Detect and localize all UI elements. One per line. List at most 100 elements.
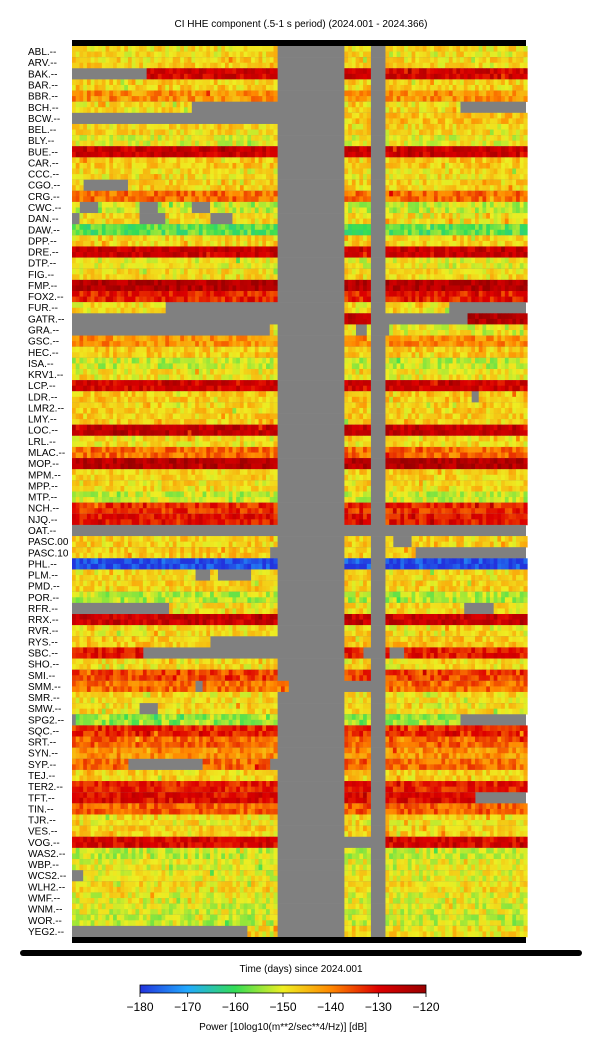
heatmap-cell — [415, 46, 420, 52]
heatmap-cell — [348, 123, 353, 130]
heatmap-cell — [150, 307, 155, 314]
heatmap-cell — [191, 96, 196, 102]
heatmap-cell — [262, 157, 267, 164]
heatmap-cell — [105, 123, 110, 130]
heatmap-cell — [512, 129, 517, 136]
heatmap-cell — [448, 235, 454, 242]
heatmap-cell — [504, 229, 509, 236]
heatmap-cell — [504, 51, 509, 58]
heatmap-cell — [489, 285, 495, 292]
heatmap-cell — [165, 90, 170, 97]
heatmap-cell — [224, 235, 230, 242]
heatmap-cell — [254, 257, 259, 264]
heatmap-cell — [523, 73, 528, 80]
heatmap-cell — [486, 263, 491, 270]
heatmap-cell — [467, 229, 472, 236]
heatmap-cell — [135, 252, 140, 258]
heatmap-cell — [389, 268, 394, 275]
heatmap-cell — [202, 346, 207, 353]
heatmap-cell — [83, 135, 88, 141]
heatmap-cell — [247, 168, 252, 175]
heatmap-cell — [150, 179, 155, 186]
heatmap-cell — [475, 313, 480, 320]
heatmap-cell — [433, 207, 439, 214]
heatmap-cell — [109, 224, 114, 231]
heatmap-cell — [433, 274, 439, 281]
heatmap-cell — [228, 162, 233, 169]
heatmap-cell — [109, 229, 114, 236]
heatmap-cell — [172, 168, 177, 175]
heatmap-cell — [146, 252, 151, 258]
heatmap-cell — [441, 302, 446, 309]
heatmap-cell — [258, 235, 263, 242]
heatmap-cell — [430, 257, 435, 264]
heatmap-cell — [139, 196, 144, 203]
heatmap-cell — [213, 296, 218, 303]
heatmap-cell — [448, 185, 454, 192]
heatmap-cell — [142, 190, 148, 197]
heatmap-cell — [135, 151, 140, 158]
heatmap-cell — [221, 96, 226, 102]
heatmap-cell — [497, 313, 502, 320]
heatmap-cell — [83, 257, 88, 264]
heatmap-cell — [419, 201, 424, 208]
heatmap-cell — [116, 79, 121, 86]
heatmap-cell — [419, 235, 424, 242]
station-label: WNM.-- — [28, 905, 62, 916]
heatmap-cell — [90, 151, 95, 158]
heatmap-cell — [217, 135, 222, 141]
heatmap-cell — [221, 196, 226, 203]
heatmap-cell — [236, 73, 241, 80]
heatmap-cell — [422, 246, 427, 253]
heatmap-cell — [486, 313, 491, 320]
heatmap-cell — [460, 168, 465, 175]
heatmap-cell — [113, 101, 118, 108]
heatmap-cell — [183, 240, 189, 247]
heatmap-cell — [456, 84, 461, 91]
heatmap-cell — [351, 246, 356, 253]
heatmap-cell — [445, 302, 450, 309]
heatmap-cell — [422, 335, 427, 342]
heatmap-cell — [258, 51, 263, 58]
heatmap-cell — [127, 257, 133, 264]
heatmap-cell — [157, 57, 162, 64]
heatmap-cell — [344, 352, 349, 359]
heatmap-cell — [348, 246, 353, 253]
heatmap-cell — [273, 274, 278, 281]
heatmap-cell — [452, 51, 457, 58]
heatmap-cell — [463, 252, 468, 258]
heatmap-cell — [448, 268, 454, 275]
heatmap-cell — [120, 346, 125, 353]
station-label: PHL.-- — [28, 559, 57, 570]
heatmap-cell — [512, 257, 517, 264]
heatmap-cell — [165, 257, 170, 264]
station-label: SHO.-- — [28, 660, 59, 671]
heatmap-cell — [433, 279, 439, 286]
heatmap-cell — [486, 240, 491, 247]
heatmap-cell — [460, 207, 465, 214]
heatmap-cell — [489, 257, 495, 264]
heatmap-cell — [113, 146, 118, 153]
heatmap-cell — [258, 201, 263, 208]
heatmap-cell — [239, 263, 245, 270]
heatmap-cell — [419, 341, 424, 348]
heatmap-cell — [355, 84, 360, 91]
heatmap-cell — [441, 123, 446, 130]
heatmap-cell — [475, 190, 480, 197]
heatmap-cell — [79, 240, 84, 247]
heatmap-cell — [366, 73, 371, 80]
heatmap-cell — [139, 84, 144, 91]
heatmap-cell — [471, 313, 476, 320]
heatmap-cell — [441, 107, 446, 114]
heatmap-cell — [75, 168, 80, 175]
heatmap-cell — [239, 196, 245, 203]
heatmap-cell — [72, 190, 77, 197]
heatmap-cell — [221, 285, 226, 292]
heatmap-cell — [113, 341, 118, 348]
heatmap-cell — [516, 235, 521, 242]
heatmap-cell — [392, 79, 398, 86]
heatmap-cell — [113, 274, 118, 281]
heatmap-cell — [221, 123, 226, 130]
heatmap-cell — [512, 296, 517, 303]
station-label: GSC.-- — [28, 337, 59, 348]
